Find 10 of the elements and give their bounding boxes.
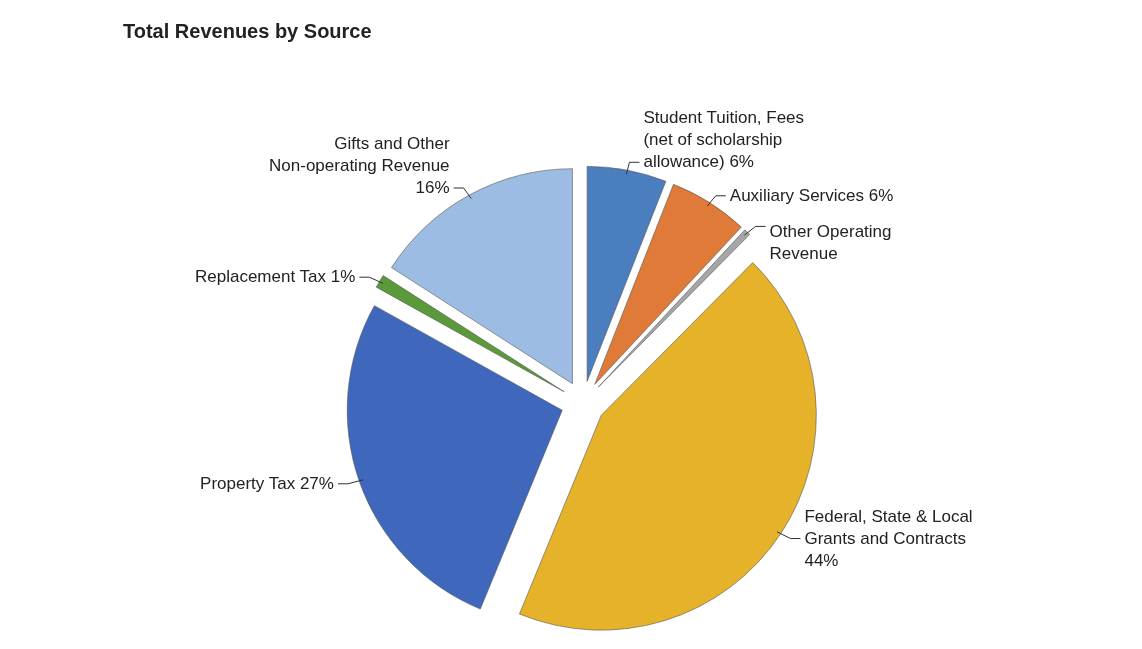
- slice-label: Student Tuition, Fees (net of scholarship allowance) 6%: [643, 108, 805, 172]
- data-label: 44%: [804, 550, 839, 570]
- data-label: 16%: [415, 178, 450, 198]
- slice-label: Auxiliary Services 6%: [729, 185, 894, 205]
- slice-label: Replacement Tax 1%: [194, 267, 356, 287]
- chart-title: Total Revenues by Source: [123, 20, 372, 42]
- slice-label: Federal, State & Local Grants and Contracts: [804, 506, 973, 548]
- slice-label: Property Tax 27%: [200, 473, 334, 493]
- slice-label: Other Operating Revenue: [769, 222, 892, 264]
- slice-label: Gifts and Other Non-operating Revenue: [269, 134, 450, 176]
